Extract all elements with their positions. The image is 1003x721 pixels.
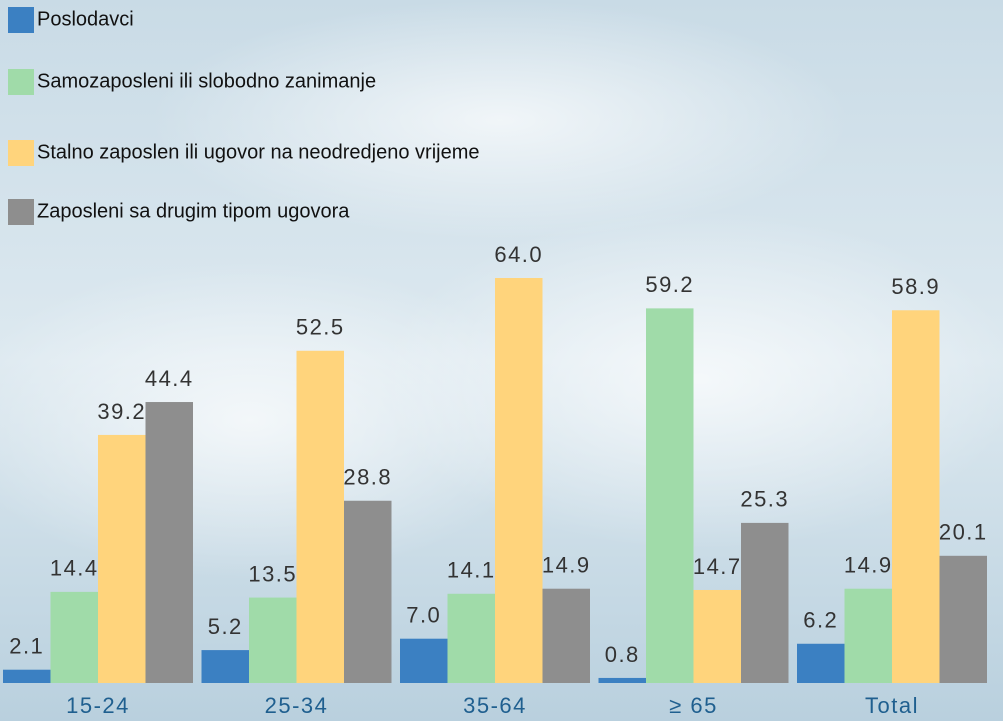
- value-label: 14.9: [542, 553, 591, 578]
- value-label: 58.9: [891, 274, 940, 299]
- bar: [892, 310, 940, 683]
- value-label: 2.1: [9, 634, 44, 659]
- bar: [741, 523, 789, 683]
- legend-label: Zaposleni sa drugim tipom ugovora: [37, 200, 350, 222]
- value-label: 20.1: [939, 520, 988, 545]
- bar: [646, 308, 694, 683]
- value-label: 7.0: [406, 603, 441, 628]
- x-tick-label: Total: [865, 693, 919, 718]
- bar: [98, 435, 146, 683]
- value-label: 0.8: [605, 642, 640, 667]
- bar: [599, 678, 647, 683]
- value-label: 59.2: [645, 272, 694, 297]
- bar: [543, 589, 591, 683]
- legend-swatch: [8, 199, 34, 225]
- chart: Poslodavci Samozaposleni ili slobodno zan…: [0, 0, 1003, 721]
- legend-swatch: [8, 69, 34, 95]
- value-label: 13.5: [248, 561, 297, 586]
- value-label: 52.5: [296, 315, 345, 340]
- value-label: 14.9: [844, 553, 893, 578]
- value-label: 39.2: [97, 399, 146, 424]
- bar: [448, 594, 496, 683]
- legend-label: Samozaposleni ili slobodno zanimanje: [37, 70, 376, 92]
- bar: [297, 351, 345, 683]
- bar: [51, 592, 99, 683]
- value-label: 25.3: [740, 487, 789, 512]
- x-tick-label: ≥ 65: [669, 693, 718, 718]
- bar: [797, 644, 845, 683]
- legend-label: Stalno zaposlen ili ugovor na neodredjen…: [37, 141, 480, 163]
- bar: [202, 650, 250, 683]
- bar: [249, 598, 297, 683]
- legend-swatch: [8, 7, 34, 33]
- value-label: 44.4: [145, 366, 194, 391]
- x-tick-label: 15-24: [66, 693, 130, 718]
- value-label: 14.1: [447, 558, 496, 583]
- value-label: 28.8: [343, 465, 392, 490]
- x-tick-label: 25-34: [265, 693, 329, 718]
- value-label: 5.2: [208, 614, 243, 639]
- x-tick-label: 35-64: [463, 693, 527, 718]
- bar: [146, 402, 194, 683]
- value-label: 64.0: [494, 242, 543, 267]
- legend-swatch: [8, 140, 34, 166]
- bar: [694, 590, 742, 683]
- bar: [344, 501, 392, 683]
- value-label: 14.7: [693, 554, 742, 579]
- bar: [400, 639, 448, 683]
- bar: [940, 556, 988, 683]
- bar: [3, 670, 51, 683]
- bar: [495, 278, 543, 683]
- value-label: 6.2: [803, 608, 838, 633]
- bar: [845, 589, 893, 683]
- legend-label: Poslodavci: [37, 8, 134, 30]
- value-label: 14.4: [50, 556, 99, 581]
